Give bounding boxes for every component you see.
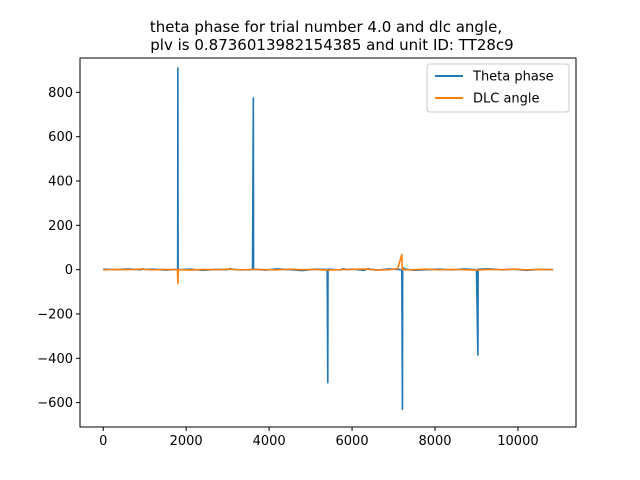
plot-area-frame — [79, 57, 577, 428]
x-tick-label: 4000 — [253, 434, 286, 449]
x-tick-label: 2000 — [170, 434, 203, 449]
x-tick-label: 0 — [99, 434, 107, 449]
legend-label: Theta phase — [472, 70, 554, 85]
series-line-dlc-angle — [103, 253, 554, 285]
y-axis: −600 −400 −200 0 200 400 600 800 — [37, 86, 80, 411]
legend: Theta phase DLC angle — [426, 63, 570, 113]
series-layer — [103, 67, 554, 411]
y-tick-label: 800 — [48, 86, 73, 101]
x-axis: 0 2000 4000 6000 8000 10000 — [99, 427, 539, 449]
legend-label: DLC angle — [473, 92, 540, 107]
chart-title-line-2: plv is 0.8736013982154385 and unit ID: T… — [150, 36, 513, 54]
y-tick-label: 600 — [48, 130, 73, 145]
chart-title-line-1: theta phase for trial number 4.0 and dlc… — [150, 18, 502, 36]
y-tick-label: −600 — [37, 396, 73, 411]
series-line-theta-phase — [103, 67, 554, 411]
x-tick-label: 8000 — [418, 434, 451, 449]
x-tick-label: 10000 — [497, 434, 538, 449]
x-tick-label: 6000 — [336, 434, 369, 449]
y-tick-label: −400 — [37, 352, 73, 367]
y-tick-label: 200 — [48, 219, 73, 234]
y-tick-label: −200 — [37, 307, 73, 322]
y-tick-label: 0 — [65, 263, 73, 278]
y-tick-label: 400 — [48, 175, 73, 190]
